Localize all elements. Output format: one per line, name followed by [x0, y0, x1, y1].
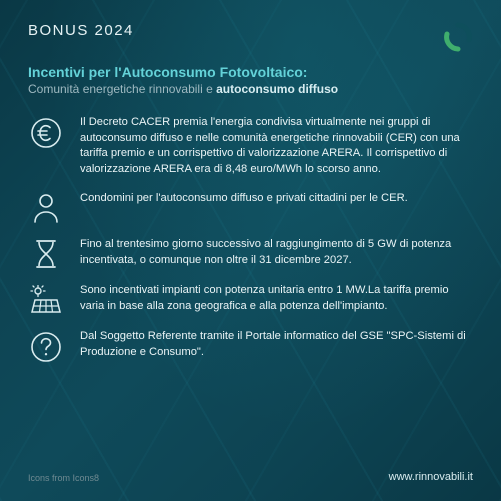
item-text: Il Decreto CACER premia l'energia condiv… — [80, 115, 473, 177]
infographic-card: BONUS 2024 Incentivi per l'Autoconsumo F… — [0, 0, 501, 501]
header: BONUS 2024 — [28, 22, 473, 52]
title-block: Incentivi per l'Autoconsumo Fotovoltaico… — [28, 64, 473, 97]
item-text: Sono incentivati impianti con potenza un… — [80, 283, 473, 314]
bonus-tag: BONUS 2024 — [28, 22, 134, 39]
site-url: www.rinnovabili.it — [389, 471, 473, 483]
list-item: Sono incentivati impianti con potenza un… — [28, 283, 473, 315]
icons-credit: Icons from Icons8 — [28, 473, 99, 483]
list-item: Condomini per l'autoconsumo diffuso e pr… — [28, 191, 473, 223]
brand-logo-icon — [443, 22, 473, 52]
item-text: Condomini per l'autoconsumo diffuso e pr… — [80, 191, 408, 206]
list-item: Dal Soggetto Referente tramite il Portal… — [28, 329, 473, 363]
question-icon — [28, 329, 64, 363]
list-item: Il Decreto CACER premia l'energia condiv… — [28, 115, 473, 177]
items-list: Il Decreto CACER premia l'energia condiv… — [28, 115, 473, 465]
euro-icon — [28, 115, 64, 149]
subtitle-pre: Comunità energetiche rinnovabili e — [28, 82, 216, 96]
solar-panel-icon — [28, 283, 64, 315]
hourglass-icon — [28, 237, 64, 269]
person-icon — [28, 191, 64, 223]
subtitle-highlight: autoconsumo diffuso — [216, 82, 338, 96]
footer: Icons from Icons8 www.rinnovabili.it — [28, 471, 473, 483]
page-subtitle: Comunità energetiche rinnovabili e autoc… — [28, 82, 473, 98]
item-text: Fino al trentesimo giorno successivo al … — [80, 237, 473, 268]
item-text: Dal Soggetto Referente tramite il Portal… — [80, 329, 473, 360]
page-title: Incentivi per l'Autoconsumo Fotovoltaico… — [28, 64, 473, 81]
list-item: Fino al trentesimo giorno successivo al … — [28, 237, 473, 269]
